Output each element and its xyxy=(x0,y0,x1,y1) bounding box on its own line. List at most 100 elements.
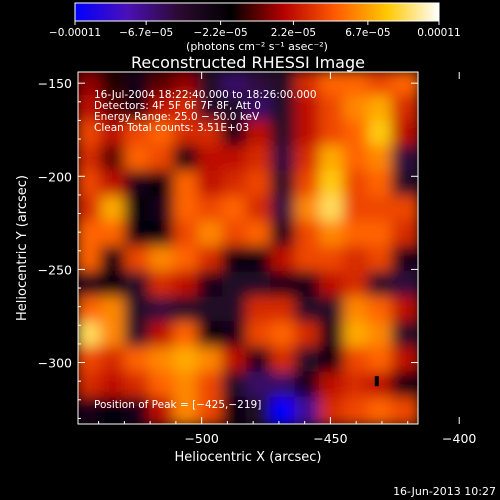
heatmap-cell xyxy=(221,346,250,376)
y-tick-label: −200 xyxy=(38,169,72,184)
heatmap-cell xyxy=(294,271,323,301)
heatmap-cell xyxy=(173,95,202,125)
heatmap-cell xyxy=(294,220,323,250)
heatmap-cell xyxy=(246,296,275,326)
heatmap-cell xyxy=(124,220,153,250)
colorbar-ticks xyxy=(74,21,440,25)
heatmap-cell xyxy=(78,271,105,301)
heatmap-cell xyxy=(100,346,129,376)
heatmap-cell xyxy=(173,170,202,200)
heatmap-cell xyxy=(318,346,348,376)
peak-position-label: Position of Peak = [−425,−219] xyxy=(94,399,261,411)
heatmap-cell xyxy=(173,195,202,225)
heatmap-cell xyxy=(78,145,105,175)
heatmap-cell xyxy=(197,195,226,225)
heatmap-cell xyxy=(100,271,129,301)
heatmap-cell xyxy=(343,246,372,276)
heatmap-cell xyxy=(391,271,418,301)
heatmap-cell xyxy=(367,321,396,351)
heatmap-cell xyxy=(246,120,275,150)
heatmap-cell xyxy=(367,120,396,150)
heatmap-cell xyxy=(318,95,348,125)
heatmap-cell xyxy=(78,72,105,100)
x-tick-label: −500 xyxy=(184,431,218,446)
heatmap-cell xyxy=(343,145,372,175)
heatmap-cell xyxy=(343,396,372,424)
heatmap-cell xyxy=(367,346,396,376)
heatmap-cell xyxy=(124,271,153,301)
heatmap-cell xyxy=(173,271,202,301)
heatmap-cell xyxy=(367,371,396,401)
heatmap-cell xyxy=(391,246,418,276)
heatmap-cell xyxy=(148,346,178,376)
heatmap-cell xyxy=(124,145,153,175)
heatmap-cell xyxy=(197,95,226,125)
heatmap-cell xyxy=(100,371,129,401)
colorbar-unit: (photons cm⁻² s⁻¹ asec⁻²) xyxy=(186,40,328,53)
heatmap-cell xyxy=(343,170,372,200)
annotation-time: 16-Jul-2004 18:22:40.000 to 18:26:00.000 xyxy=(94,89,317,101)
heatmap-cell xyxy=(78,220,105,250)
heatmap-cell xyxy=(246,396,275,424)
heatmap-cell xyxy=(343,95,372,125)
heatmap-cell xyxy=(343,72,372,100)
colorbar-tick-label: 6.7e−05 xyxy=(345,27,390,39)
heatmap-cell xyxy=(391,95,418,125)
heatmap-cell xyxy=(124,371,153,401)
heatmap-cell xyxy=(246,271,275,301)
heatmap-cell xyxy=(246,246,275,276)
heatmap-cell xyxy=(343,220,372,250)
heatmap-cell xyxy=(294,120,323,150)
heatmap-cell xyxy=(221,246,250,276)
colorbar-tick-label: −2.2e−05 xyxy=(194,27,248,39)
heatmap-cell xyxy=(246,72,275,100)
heatmap-cell xyxy=(318,271,348,301)
heatmap-cell xyxy=(391,170,418,200)
heatmap-cell xyxy=(78,95,105,125)
heatmap-cell xyxy=(367,246,396,276)
plot-frame xyxy=(77,71,419,425)
heatmap-cell xyxy=(246,170,275,200)
annotation-energy: Energy Range: 25.0 − 50.0 keV xyxy=(94,111,260,123)
heatmap-cell xyxy=(148,321,178,351)
heatmap-cell xyxy=(221,145,250,175)
heatmap-cell xyxy=(197,72,226,100)
heatmap-cell xyxy=(391,145,418,175)
heatmap-cell xyxy=(294,321,323,351)
heatmap-cell xyxy=(78,396,105,424)
heatmap-cell xyxy=(100,170,129,200)
heatmap-cell xyxy=(100,220,129,250)
y-tick-label: −250 xyxy=(38,262,72,277)
heatmap-cell xyxy=(294,346,323,376)
heatmap-cell xyxy=(270,120,299,150)
heatmap-cell xyxy=(294,170,323,200)
heatmap xyxy=(78,72,418,424)
heatmap-cell xyxy=(100,396,129,424)
heatmap-cell xyxy=(270,145,299,175)
colorbar-tick-label: −6.7e−05 xyxy=(119,27,173,39)
heatmap-cell xyxy=(343,371,372,401)
heatmap-cell xyxy=(367,145,396,175)
heatmap-cell xyxy=(343,120,372,150)
heatmap-cell xyxy=(343,346,372,376)
heatmap-cell xyxy=(78,296,105,326)
heatmap-cell xyxy=(391,371,418,401)
heatmap-cell xyxy=(270,396,299,424)
heatmap-cell xyxy=(197,145,226,175)
heatmap-cell xyxy=(270,271,299,301)
heatmap-cell xyxy=(197,346,226,376)
heatmap-cell xyxy=(197,220,226,250)
heatmap-cell xyxy=(367,271,396,301)
heatmap-cell xyxy=(318,396,348,424)
colorbar-tick-labels: −0.00011 −6.7e−05 −2.2e−05 2.2e−05 6.7e−05 0.… xyxy=(49,27,461,39)
heatmap-cell xyxy=(100,145,129,175)
heatmap-cell xyxy=(294,296,323,326)
heatmap-cell xyxy=(367,195,396,225)
heatmap-cell xyxy=(100,195,129,225)
heatmap-cell xyxy=(391,346,418,376)
colorbar-tick-label: 0.00011 xyxy=(417,27,460,39)
annotation-detectors: Detectors: 4F 5F 6F 7F 8F, Att 0 xyxy=(94,100,261,112)
heatmap-cell xyxy=(367,170,396,200)
heatmap-cell xyxy=(148,296,178,326)
